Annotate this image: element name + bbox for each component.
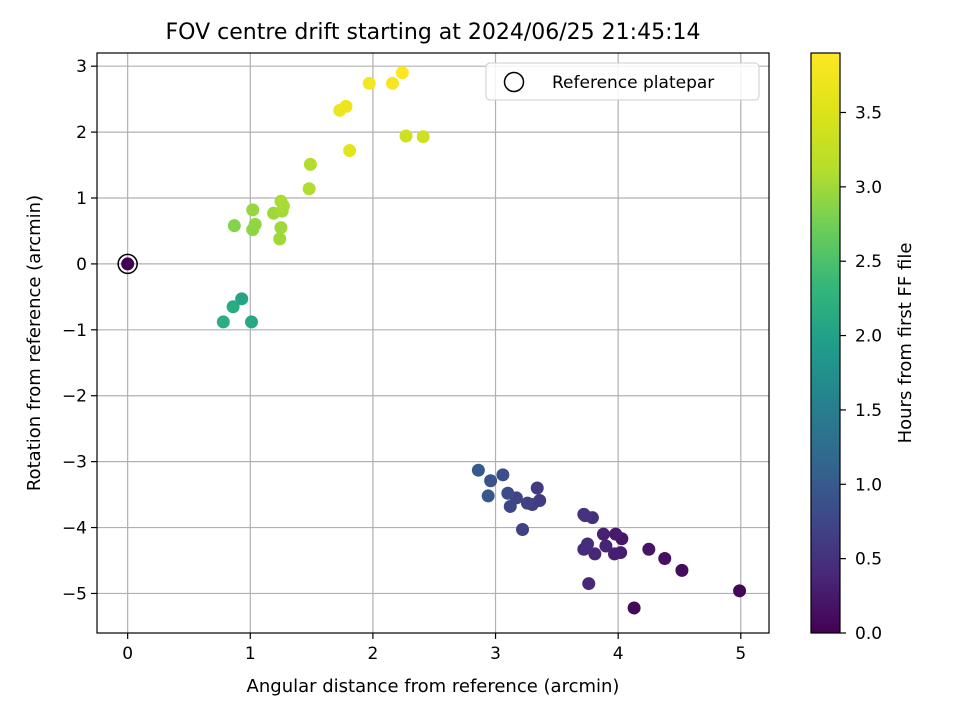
colorbar: 0.0 0.5 1.0 1.5 2.0 2.5 3.0 3.5 Hours from firs… bbox=[810, 52, 916, 644]
data-point bbox=[416, 130, 430, 144]
grid-lines bbox=[97, 53, 769, 633]
data-point bbox=[582, 577, 596, 591]
scatter-points bbox=[117, 66, 747, 615]
colorbar-tick-label: 1.5 bbox=[855, 401, 882, 421]
data-point bbox=[578, 509, 592, 523]
data-point bbox=[516, 523, 530, 537]
data-point bbox=[609, 527, 623, 541]
y-tick-label: 2 bbox=[76, 123, 87, 143]
y-tick-label: 1 bbox=[76, 189, 87, 209]
colorbar-tick-label: 0.0 bbox=[855, 624, 882, 644]
data-point bbox=[399, 129, 413, 143]
data-point bbox=[121, 257, 135, 271]
x-tick-label: 3 bbox=[490, 644, 501, 664]
data-point bbox=[273, 232, 287, 246]
data-point bbox=[303, 157, 317, 171]
data-point bbox=[276, 199, 290, 213]
y-tick-label: −3 bbox=[62, 453, 87, 473]
y-tick-label: −5 bbox=[62, 584, 87, 604]
data-point bbox=[235, 292, 249, 306]
reference-platepar-marker bbox=[117, 253, 138, 275]
data-point bbox=[471, 463, 485, 477]
data-point bbox=[245, 315, 259, 329]
colorbar-ticks: 0.0 0.5 1.0 1.5 2.0 2.5 3.0 3.5 bbox=[840, 103, 882, 644]
data-point bbox=[530, 481, 544, 495]
data-point bbox=[733, 584, 747, 598]
colorbar-label: Hours from first FF file bbox=[895, 243, 916, 444]
legend-entry-reference: Reference platepar bbox=[552, 73, 714, 93]
data-point bbox=[496, 468, 510, 482]
colorbar-gradient bbox=[810, 52, 841, 634]
data-point bbox=[274, 221, 288, 235]
y-tick-label: 3 bbox=[76, 57, 87, 77]
data-point bbox=[302, 182, 316, 196]
x-tick-label: 4 bbox=[613, 644, 624, 664]
data-point bbox=[386, 76, 400, 90]
legend-box bbox=[485, 62, 760, 101]
x-tick-label: 0 bbox=[122, 644, 133, 664]
colorbar-tick-label: 3.5 bbox=[855, 103, 882, 123]
colorbar-tick-label: 2.5 bbox=[855, 252, 882, 272]
data-point bbox=[588, 547, 602, 561]
data-point bbox=[675, 563, 689, 577]
data-point bbox=[484, 474, 498, 488]
data-point bbox=[503, 499, 517, 513]
colorbar-tick-label: 0.5 bbox=[855, 550, 882, 570]
data-point bbox=[227, 219, 241, 233]
colorbar-tick-label: 2.0 bbox=[855, 327, 882, 347]
y-tick-label: −2 bbox=[62, 387, 87, 407]
data-point bbox=[343, 144, 357, 158]
data-point bbox=[395, 66, 409, 80]
x-axis-ticks: 0 1 2 3 4 5 bbox=[122, 633, 746, 664]
y-tick-label: 0 bbox=[76, 255, 87, 275]
data-point bbox=[658, 552, 672, 566]
y-tick-label: −1 bbox=[62, 321, 87, 341]
data-point bbox=[216, 315, 230, 329]
x-tick-label: 1 bbox=[245, 644, 256, 664]
data-point bbox=[607, 547, 621, 561]
chart-title: FOV centre drift starting at 2024/06/25 … bbox=[166, 20, 701, 45]
data-point bbox=[362, 76, 376, 90]
data-point bbox=[501, 486, 515, 500]
colorbar-tick-label: 1.0 bbox=[855, 475, 882, 495]
plot-frame bbox=[96, 52, 770, 634]
data-point bbox=[481, 489, 495, 503]
data-point bbox=[642, 542, 656, 556]
data-point bbox=[226, 300, 240, 314]
data-point bbox=[246, 203, 260, 217]
data-point bbox=[339, 99, 353, 113]
data-point bbox=[520, 496, 534, 510]
y-axis-ticks: −5 −4 −3 −2 −1 0 1 2 3 bbox=[62, 57, 97, 604]
x-tick-label: 2 bbox=[367, 644, 378, 664]
data-point bbox=[627, 601, 641, 615]
x-tick-label: 5 bbox=[735, 644, 746, 664]
y-tick-label: −4 bbox=[62, 519, 87, 539]
legend: Reference platepar bbox=[485, 62, 760, 101]
data-point bbox=[581, 537, 595, 551]
data-point bbox=[596, 527, 610, 541]
data-point bbox=[599, 539, 613, 553]
x-axis-label: Angular distance from reference (arcmin) bbox=[247, 676, 620, 697]
legend-marker-reference bbox=[503, 71, 525, 93]
y-axis-label: Rotation from reference (arcmin) bbox=[24, 195, 45, 491]
colorbar-tick-label: 3.0 bbox=[855, 178, 882, 198]
data-point bbox=[248, 217, 262, 231]
